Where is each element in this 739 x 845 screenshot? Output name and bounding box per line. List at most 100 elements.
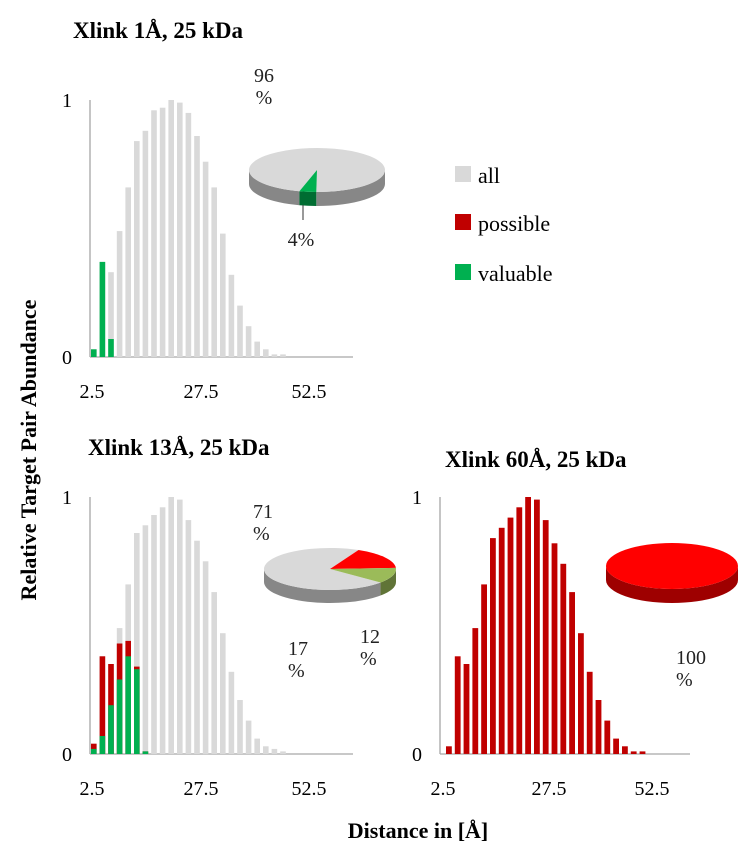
pie-1-label-all: 96% [254, 65, 274, 109]
pie-2-label-possible: 17% [288, 638, 308, 682]
y-tick-0: 0 [62, 347, 72, 369]
pie-2-label-valuable: 12% [360, 626, 380, 670]
bar-possible-1 [454, 656, 461, 754]
bar-possible-6 [498, 527, 505, 754]
pie-slice-possible [330, 550, 396, 569]
pie-slice-valuable [299, 170, 317, 192]
pie-2-label-all: 71% [253, 501, 273, 545]
y-tick-0: 0 [62, 744, 72, 766]
bar-all-15 [220, 233, 226, 357]
legend-swatch-valuable [455, 264, 471, 280]
bar-valuable-6 [142, 751, 149, 754]
bar-possible-12 [551, 543, 558, 754]
pie-2 [263, 548, 396, 603]
bar-possible-5 [490, 538, 496, 754]
legend-swatch-all [455, 166, 471, 182]
bar-possible-0 [91, 743, 97, 754]
legend-swatch-possible [455, 214, 471, 230]
bar-all-6 [142, 525, 149, 754]
bar-all-17 [237, 700, 243, 754]
bar-all-5 [134, 533, 140, 754]
pie-slice-possible [606, 543, 738, 589]
pie-side-valuable [380, 569, 396, 596]
bar-possible-3 [472, 628, 479, 754]
pie-1-label-valuable: 4% [288, 229, 315, 251]
pie-slice-all [249, 148, 386, 192]
pie-side-all [316, 170, 385, 206]
bar-all-12 [194, 540, 200, 754]
bar-valuable-1 [99, 261, 106, 357]
x-tick-2-5: 2.5 [80, 381, 105, 403]
legend: all possible valuable [455, 163, 553, 286]
bar-all-20 [263, 349, 269, 357]
x-tick-52-5: 52.5 [292, 381, 327, 403]
bar-all-7 [151, 515, 157, 754]
bar-all-16 [228, 671, 235, 754]
bar-possible-4 [481, 584, 487, 754]
pie-3-label-possible: 100% [676, 647, 706, 691]
bar-all-19 [254, 738, 260, 754]
bar-valuable-1 [99, 736, 106, 754]
bar-all-4 [125, 187, 131, 357]
bar-all-20 [263, 746, 269, 754]
bar-possible-22 [639, 751, 646, 754]
bar-all-19 [254, 341, 260, 357]
panel-1-chart: 1 0 2.5 27.5 52.5 96% 4% [62, 65, 386, 403]
bar-valuable-5 [134, 669, 140, 754]
bar-all-9 [168, 100, 174, 357]
y-tick-0: 0 [412, 744, 422, 766]
bar-possible-17 [595, 700, 602, 754]
panel-1-title: Xlink 1Å, 25 kDa [73, 18, 243, 43]
bar-all-8 [159, 507, 166, 754]
bar-valuable-4 [125, 656, 131, 754]
bar-all-22 [280, 354, 286, 357]
bar-all-2 [108, 272, 114, 357]
bar-all-14 [211, 187, 217, 357]
bar-valuable-2 [108, 339, 114, 357]
bar-all-22 [280, 751, 286, 754]
bar-possible-11 [542, 520, 549, 754]
bar-all-8 [159, 107, 166, 357]
pie-side-valuable [299, 191, 317, 206]
y-axis-label: Relative Target Pair Abundance [16, 299, 41, 600]
panel-3-chart: 1 0 2.5 27.5 52.5 100% [412, 487, 738, 800]
bar-possible-14 [569, 592, 575, 754]
legend-label-all: all [478, 163, 500, 188]
x-tick-27-5: 27.5 [184, 778, 219, 800]
bar-possible-16 [586, 671, 593, 754]
bar-all-10 [177, 499, 183, 754]
pie-slice-valuable [330, 567, 396, 583]
panel-2-chart: 1 0 2.5 27.5 52.5 71% 17% 12% [62, 487, 396, 800]
bar-possible-8 [516, 507, 523, 754]
bar-possible-20 [622, 746, 628, 754]
legend-label-valuable: valuable [478, 261, 553, 286]
x-tick-2-5: 2.5 [431, 778, 456, 800]
x-tick-27-5: 27.5 [532, 778, 567, 800]
bar-all-17 [237, 305, 243, 357]
bar-all-5 [134, 141, 140, 357]
bar-all-6 [142, 130, 149, 357]
bar-all-16 [228, 274, 235, 357]
x-axis-label: Distance in [Å] [348, 818, 489, 843]
panel-2-title: Xlink 13Å, 25 kDa [88, 435, 270, 460]
pie-side-all [264, 569, 381, 603]
bar-all-10 [177, 102, 183, 357]
bar-all-3 [116, 231, 123, 357]
bar-possible-13 [560, 563, 567, 754]
bar-possible-21 [630, 751, 637, 754]
x-tick-52-5: 52.5 [292, 778, 327, 800]
x-tick-27-5: 27.5 [184, 381, 219, 403]
bar-possible-2 [463, 664, 470, 754]
bar-all-21 [271, 354, 278, 357]
bar-valuable-2 [108, 705, 114, 754]
bar-all-15 [220, 633, 226, 754]
bar-possible-18 [604, 720, 611, 754]
bar-possible-15 [578, 633, 584, 754]
bar-valuable-0 [91, 748, 97, 754]
y-tick-1: 1 [62, 487, 72, 509]
bar-all-11 [185, 112, 192, 358]
bar-all-13 [202, 161, 209, 357]
bar-all-9 [168, 497, 174, 754]
bar-possible-1 [99, 656, 106, 754]
